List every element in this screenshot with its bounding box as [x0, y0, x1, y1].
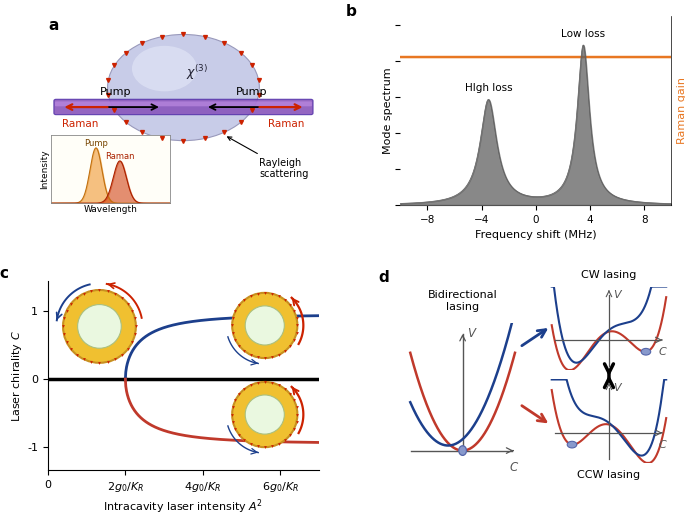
Text: Low loss: Low loss	[561, 29, 606, 39]
Text: HIgh loss: HIgh loss	[464, 83, 512, 93]
Y-axis label: Laser chirality $C$: Laser chirality $C$	[10, 330, 25, 421]
Y-axis label: Raman gain: Raman gain	[677, 77, 685, 144]
Circle shape	[108, 35, 260, 141]
FancyBboxPatch shape	[55, 101, 312, 107]
Text: Pump: Pump	[236, 87, 267, 97]
Text: d: d	[379, 269, 389, 284]
Circle shape	[132, 46, 197, 92]
Text: Raman: Raman	[269, 119, 305, 129]
X-axis label: Frequency shift (MHz): Frequency shift (MHz)	[475, 231, 597, 240]
X-axis label: Intracavity laser intensity $A^2$: Intracavity laser intensity $A^2$	[103, 497, 264, 515]
Text: Rayleigh
scattering: Rayleigh scattering	[227, 137, 309, 179]
FancyBboxPatch shape	[54, 99, 313, 115]
Text: $\chi^{(3)}$: $\chi^{(3)}$	[186, 63, 208, 82]
Text: Pump: Pump	[100, 87, 132, 97]
Text: c: c	[0, 266, 8, 281]
Text: Raman: Raman	[62, 119, 99, 129]
Text: a: a	[48, 18, 58, 34]
Y-axis label: Mode spectrum: Mode spectrum	[383, 67, 393, 154]
Text: b: b	[346, 4, 357, 19]
